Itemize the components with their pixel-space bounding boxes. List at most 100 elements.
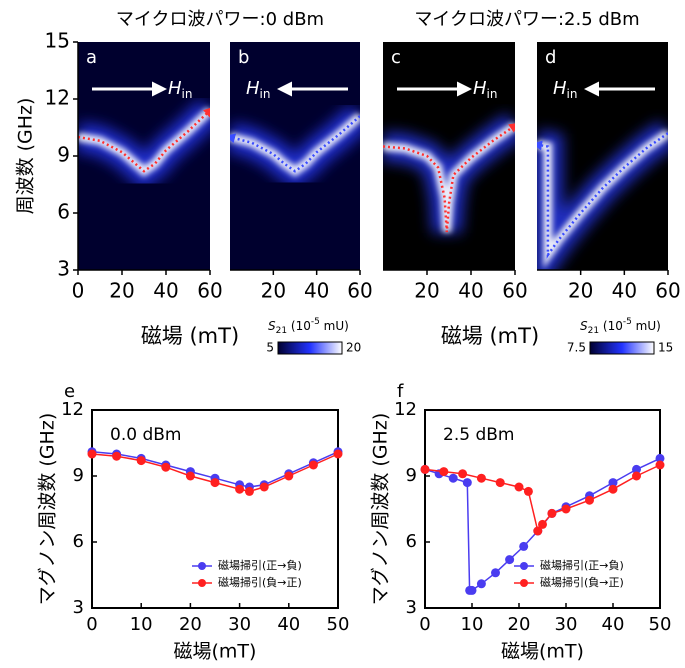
y-tick-label: 12 [394, 399, 417, 420]
y-tick-label: 3 [73, 597, 84, 618]
panel [420, 409, 665, 609]
x-tick-label: 0 [419, 614, 430, 635]
legend-label: 磁場掃引(正→負) [540, 558, 624, 572]
legend-marker [198, 562, 206, 570]
x-tick-label: 50 [649, 614, 672, 635]
x-tick-label: 20 [261, 279, 286, 303]
legend-marker [520, 579, 528, 587]
x-label: 磁場 (mT) [141, 324, 239, 348]
data-point [458, 469, 468, 479]
x-tick-label: 0 [86, 614, 97, 635]
subscript: in [567, 87, 578, 101]
exponent: -5 [311, 317, 320, 327]
symbol: H [246, 78, 260, 99]
ridge-line [537, 132, 668, 259]
panel-letter: c [391, 47, 401, 68]
x-label: 磁場(mT) [174, 641, 257, 663]
panel-letter: a [86, 47, 97, 68]
x-tick-label: 40 [602, 614, 625, 635]
symbol: H [168, 78, 182, 99]
panel-letter: f [397, 381, 404, 402]
data-point [514, 482, 524, 492]
data-point [655, 460, 665, 470]
y-tick-label: 6 [57, 200, 70, 224]
x-tick-label: 30 [228, 614, 251, 635]
legend-label: 磁場掃引(負→正) [218, 575, 302, 589]
symbol: H [553, 78, 567, 99]
unit: (10 [287, 319, 311, 333]
x-tick-label: 40 [153, 279, 178, 303]
subscript: in [260, 87, 271, 101]
data-point [448, 473, 458, 483]
subscript: in [487, 87, 498, 101]
x-tick-label: 50 [327, 614, 350, 635]
data-point [476, 473, 486, 483]
x-tick-label: 20 [414, 279, 439, 303]
x-tick-label: 10 [461, 614, 484, 635]
panel [78, 42, 210, 270]
x-tick-label: 40 [304, 279, 329, 303]
data-point [491, 568, 500, 578]
colorbar-label: S21 (10-5 mU) [268, 317, 349, 336]
unit: mU) [320, 319, 349, 333]
y-tick-label: 12 [61, 399, 84, 420]
panel-letter: d [545, 47, 556, 68]
colorbar-tick: 15 [658, 341, 673, 355]
y-label: マグノン周波数 (GHz) [37, 413, 59, 605]
x-tick-label: 40 [612, 279, 637, 303]
data-point [284, 471, 294, 481]
data-point [585, 495, 594, 505]
annotation: 2.5 dBm [443, 425, 514, 445]
ridge-line [383, 122, 515, 233]
colorbar [589, 341, 655, 355]
data-point [185, 471, 195, 481]
y-tick-label: 9 [57, 143, 70, 167]
panel-letter: e [64, 381, 75, 402]
symbol: H [473, 78, 487, 99]
data-point [462, 478, 472, 488]
x-tick-label: 60 [347, 279, 372, 303]
annotation: 0.0 dBm [110, 425, 181, 445]
data-point [523, 486, 533, 496]
x-tick-label: 20 [568, 279, 593, 303]
legend-marker [198, 579, 206, 587]
x-tick-label: 20 [508, 614, 531, 635]
unit: (10 [599, 319, 623, 333]
x-tick-label: 60 [197, 279, 222, 303]
panel-letter: b [238, 47, 249, 68]
data-point [420, 464, 430, 474]
ridge-line [78, 106, 210, 173]
x-label: 磁場 (mT) [441, 324, 539, 348]
data-point [505, 555, 515, 565]
data-point [608, 478, 618, 488]
x-tick-label: 10 [130, 614, 153, 635]
data-point [136, 456, 146, 466]
field-label: Hin [246, 78, 271, 101]
data-point [655, 453, 665, 463]
x-tick-label: 20 [109, 279, 134, 303]
data-point [561, 504, 571, 514]
y-tick-label: 6 [406, 531, 417, 552]
colorbar-tick: 20 [346, 341, 361, 355]
ridge-line [230, 115, 360, 173]
x-tick-label: 60 [655, 279, 680, 303]
data-point [112, 451, 122, 461]
y-tick-label: 15 [45, 29, 70, 53]
header: マイクロ波パワー:0 dBm [116, 9, 324, 30]
y-tick-label: 6 [73, 531, 84, 552]
data-point [259, 482, 269, 492]
unit: mU) [632, 319, 661, 333]
x-tick-label: 0 [72, 279, 85, 303]
data-point [632, 464, 641, 474]
data-point [519, 541, 529, 551]
panel [230, 42, 360, 270]
x-tick-label: 40 [458, 279, 483, 303]
data-point [533, 526, 543, 536]
data-point [476, 579, 486, 589]
header: マイクロ波パワー:2.5 dBm [414, 9, 639, 30]
heat-ridge [537, 120, 668, 270]
plot-frame [424, 409, 661, 609]
data-point [161, 462, 171, 472]
colorbar [277, 341, 343, 355]
field-label: Hin [168, 78, 193, 101]
